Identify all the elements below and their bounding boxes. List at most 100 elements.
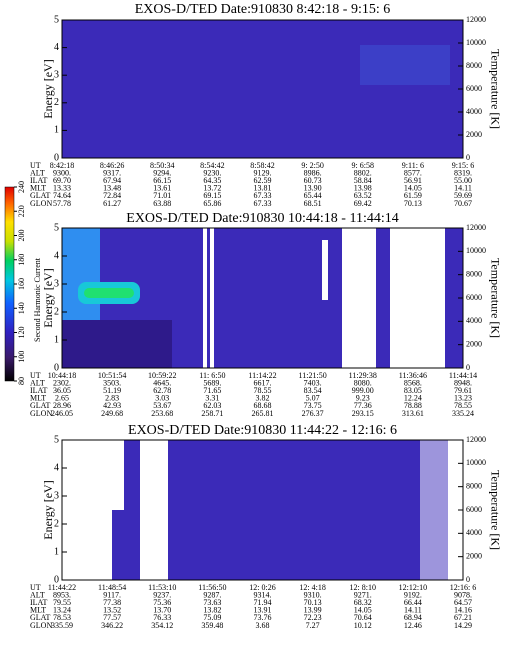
row-value: 10:59:22 <box>148 371 176 380</box>
row-value: 70.67 <box>454 199 472 208</box>
row-value: 258.71 <box>201 409 223 418</box>
row-value: 8802. <box>354 168 372 177</box>
row-value: 66.44 <box>404 598 422 607</box>
y2-tick-label: 8000 <box>466 61 482 70</box>
row-label: GLON <box>30 409 52 418</box>
y-tick-label: 1 <box>54 546 59 557</box>
row-value: 11:21:50 <box>299 371 327 380</box>
row-label: GLAT <box>30 613 51 622</box>
row-value: 10:51:54 <box>98 371 126 380</box>
row-value: 13.72 <box>203 184 221 193</box>
row-value: 14.11 <box>404 606 422 615</box>
y-tick-label: 4 <box>54 42 59 53</box>
row-value: 67.21 <box>454 613 472 622</box>
colorbar <box>4 186 15 382</box>
row-value: 12: 4:18 <box>299 583 325 592</box>
row-value: 65.86 <box>203 199 221 208</box>
colorbar-label: Second Harmonic Current <box>33 257 42 342</box>
row-value: 68.51 <box>304 199 322 208</box>
row-label: ALT <box>30 378 45 387</box>
row-value: 9:15: 6 <box>452 161 474 170</box>
row-value: 14.16 <box>454 606 472 615</box>
y2-tick-label: 4000 <box>466 528 482 537</box>
spectrogram-1 <box>62 20 463 158</box>
colorbar-tick-label: 160 <box>17 278 26 290</box>
row-value: 253.68 <box>151 409 173 418</box>
y-tick-label: 1 <box>54 334 59 345</box>
row-value: 9192. <box>404 590 422 599</box>
row-value: 62.78 <box>153 386 171 395</box>
row-value: 73.63 <box>203 598 221 607</box>
row-value: 12:16: 6 <box>450 583 476 592</box>
row-value: 64.35 <box>203 176 221 185</box>
row-value: 335.24 <box>452 409 474 418</box>
row-value: 9317. <box>103 168 121 177</box>
row-value: 13.91 <box>254 606 272 615</box>
row-label: ILAT <box>30 598 47 607</box>
row-value: 11:56:50 <box>198 583 226 592</box>
row-value: 2302. <box>53 378 71 387</box>
row-value: 11:44:14 <box>449 371 477 380</box>
y2-tick-label: 4000 <box>466 107 482 116</box>
y-tick-label: 2 <box>54 518 59 529</box>
row-value: 8080. <box>354 378 372 387</box>
row-value: 63.88 <box>153 199 171 208</box>
row-value: 73.76 <box>254 613 272 622</box>
row-value: 79.61 <box>454 386 472 395</box>
row-value: 3.31 <box>205 394 219 403</box>
row-value: 70.13 <box>404 199 422 208</box>
row-value: 68.68 <box>254 401 272 410</box>
row-value: 13.98 <box>354 184 372 193</box>
row-value: 77.36 <box>354 401 372 410</box>
row-label: MLT <box>30 184 46 193</box>
y-tick-label: 1 <box>54 125 59 136</box>
row-value: 7403. <box>304 378 322 387</box>
row-value: 53.67 <box>153 401 171 410</box>
y2-tick-label: 4000 <box>466 316 482 325</box>
row-value: 56.91 <box>404 176 422 185</box>
y2-tick-label: 10000 <box>466 458 486 467</box>
y2-tick-label: 0 <box>466 153 470 162</box>
row-value: 78.55 <box>254 386 272 395</box>
y2-tick-label: 8000 <box>466 481 482 490</box>
row-value: 335.59 <box>51 621 73 630</box>
row-value: 57.78 <box>53 199 71 208</box>
row-label: ILAT <box>30 386 47 395</box>
row-value: 5.07 <box>306 394 320 403</box>
temperature-label: Temperature [K] <box>488 49 502 129</box>
row-value: 14.05 <box>404 184 422 193</box>
row-value: 71.01 <box>153 191 171 200</box>
row-value: 68.94 <box>404 613 422 622</box>
row-value: 8948. <box>454 378 472 387</box>
row-value: 8:50:34 <box>150 161 174 170</box>
row-value: 13.23 <box>454 394 472 403</box>
row-value: 7.27 <box>306 621 320 630</box>
row-value: 69.70 <box>53 176 71 185</box>
row-value: 13.82 <box>203 606 221 615</box>
row-value: 11:14:22 <box>248 371 276 380</box>
row-value: 3.03 <box>155 394 169 403</box>
row-value: 13.81 <box>254 184 272 193</box>
row-value: 69.15 <box>203 191 221 200</box>
row-value: 67.33 <box>254 199 272 208</box>
row-value: 74.64 <box>53 191 71 200</box>
row-value: 66.15 <box>153 176 171 185</box>
row-value: 9:11: 6 <box>402 161 424 170</box>
colorbar-tick-label: 240 <box>17 181 26 193</box>
colorbar-tick-label: 80 <box>17 377 26 385</box>
row-value: 9117. <box>103 590 121 599</box>
temperature-label: Temperature [K] <box>488 258 502 338</box>
row-value: 83.05 <box>404 386 422 395</box>
row-value: 67.33 <box>254 191 272 200</box>
row-value: 63.52 <box>354 191 372 200</box>
panel-title: EXOS-D/TED Date:910830 11:44:22 - 12:16:… <box>128 423 397 438</box>
y-tick-label: 0 <box>54 152 59 163</box>
row-value: 246.05 <box>51 409 73 418</box>
row-label: UT <box>30 161 41 170</box>
row-label: GLAT <box>30 401 51 410</box>
row-label: MLT <box>30 394 46 403</box>
row-value: 9314. <box>254 590 272 599</box>
y2-tick-label: 12000 <box>466 223 486 232</box>
row-value: 12.46 <box>404 621 422 630</box>
row-value: 9294. <box>153 168 171 177</box>
